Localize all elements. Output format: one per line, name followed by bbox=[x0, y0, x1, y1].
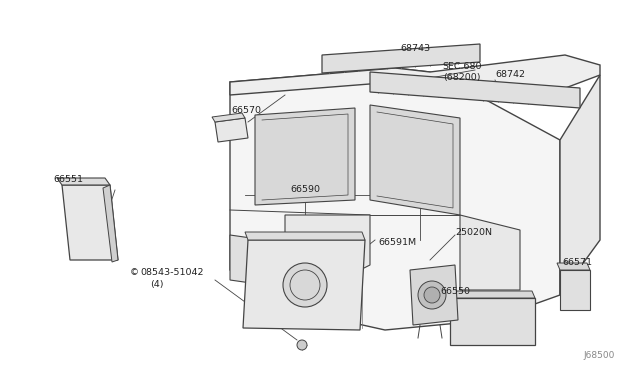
Polygon shape bbox=[103, 185, 118, 262]
Text: 66591M: 66591M bbox=[378, 238, 416, 247]
Polygon shape bbox=[245, 232, 365, 240]
Polygon shape bbox=[460, 215, 520, 290]
Polygon shape bbox=[62, 185, 118, 260]
Polygon shape bbox=[560, 75, 600, 295]
Polygon shape bbox=[450, 298, 535, 345]
Text: 66551: 66551 bbox=[53, 175, 83, 184]
Text: 66571: 66571 bbox=[562, 258, 592, 267]
Polygon shape bbox=[557, 263, 590, 270]
Polygon shape bbox=[285, 215, 370, 280]
Text: 08543-51042: 08543-51042 bbox=[140, 268, 204, 277]
Polygon shape bbox=[370, 105, 460, 215]
Polygon shape bbox=[447, 291, 535, 298]
Text: 66570: 66570 bbox=[231, 106, 261, 115]
Text: 66590: 66590 bbox=[290, 185, 320, 194]
Polygon shape bbox=[322, 44, 480, 73]
Polygon shape bbox=[212, 113, 245, 122]
Text: 25020N: 25020N bbox=[455, 228, 492, 237]
Polygon shape bbox=[370, 72, 580, 108]
Text: SEC.680: SEC.680 bbox=[442, 62, 482, 71]
Circle shape bbox=[424, 287, 440, 303]
Polygon shape bbox=[230, 68, 560, 330]
Circle shape bbox=[283, 263, 327, 307]
Text: (4): (4) bbox=[150, 280, 163, 289]
Text: J68500: J68500 bbox=[584, 351, 615, 360]
Text: 68742: 68742 bbox=[495, 70, 525, 79]
Polygon shape bbox=[243, 240, 365, 330]
Polygon shape bbox=[57, 178, 110, 185]
Polygon shape bbox=[560, 270, 590, 310]
Polygon shape bbox=[410, 265, 458, 325]
Circle shape bbox=[418, 281, 446, 309]
Text: 66550: 66550 bbox=[440, 287, 470, 296]
Text: 68743: 68743 bbox=[400, 44, 430, 53]
Text: ©: © bbox=[130, 268, 139, 277]
Text: (68200): (68200) bbox=[444, 73, 481, 82]
Polygon shape bbox=[255, 108, 355, 205]
Polygon shape bbox=[230, 235, 265, 285]
Circle shape bbox=[297, 340, 307, 350]
Polygon shape bbox=[215, 118, 248, 142]
Polygon shape bbox=[230, 55, 600, 95]
